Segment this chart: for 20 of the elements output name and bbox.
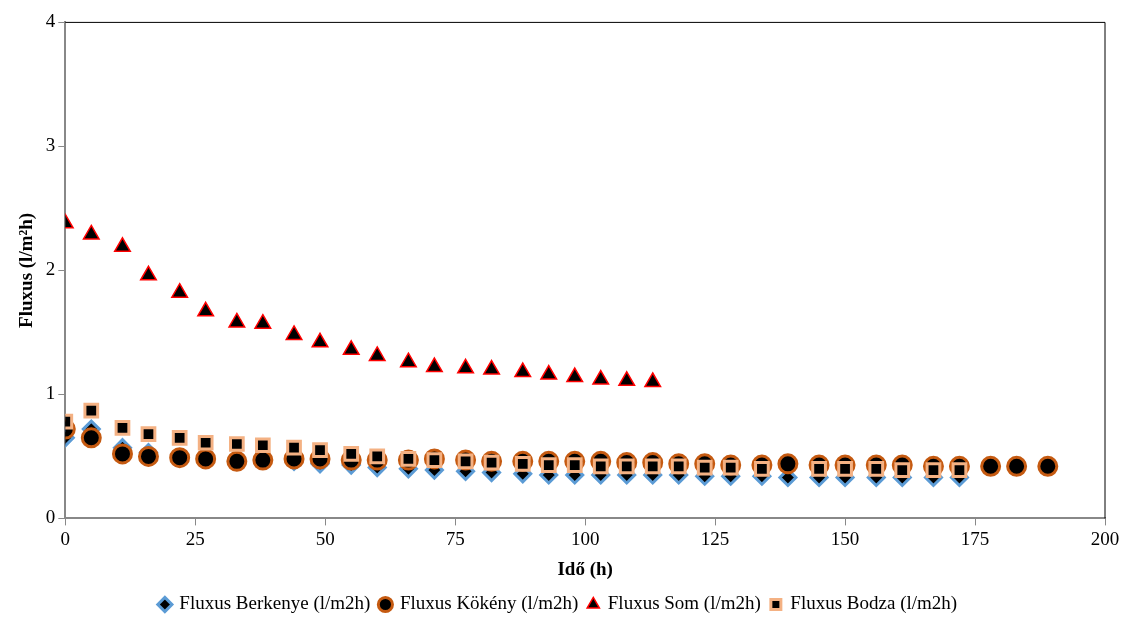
x-tick-label: 150 — [830, 527, 860, 549]
y-tick-label: 0 — [45, 506, 56, 528]
x-tick-label: 175 — [960, 527, 990, 549]
x-axis-title: Idő (h) — [557, 557, 613, 580]
y-tick-label: 4 — [45, 10, 56, 32]
y-axis-title: Fluxus (l/m²h) — [15, 212, 38, 328]
x-tick-label: 200 — [1090, 527, 1120, 549]
x-tick-label: 25 — [185, 527, 205, 549]
legend-label: Fluxus Bodza (l/m2h) — [790, 592, 958, 615]
legend-label: Fluxus Berkenye (l/m2h) — [179, 592, 371, 615]
x-tick-label: 0 — [60, 527, 71, 549]
legend-label: Fluxus Som (l/m2h) — [607, 592, 761, 615]
x-tick-label: 125 — [700, 527, 730, 549]
x-tick-label: 50 — [315, 527, 335, 549]
y-tick-label: 1 — [45, 382, 56, 404]
legend-label: Fluxus Kökény (l/m2h) — [399, 592, 579, 615]
x-tick-label: 100 — [570, 527, 600, 549]
x-tick-label: 75 — [445, 527, 465, 549]
y-tick-label: 3 — [45, 134, 56, 156]
y-tick-label: 2 — [45, 258, 56, 280]
